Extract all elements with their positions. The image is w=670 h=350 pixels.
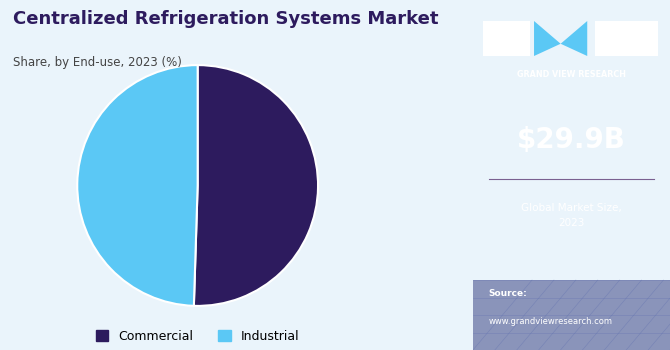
Text: Centralized Refrigeration Systems Market: Centralized Refrigeration Systems Market	[13, 10, 439, 28]
Text: Source:: Source:	[488, 289, 527, 299]
FancyBboxPatch shape	[473, 280, 670, 350]
FancyBboxPatch shape	[595, 21, 658, 56]
Polygon shape	[534, 21, 561, 56]
Wedge shape	[77, 65, 198, 306]
Text: $29.9B: $29.9B	[517, 126, 626, 154]
FancyBboxPatch shape	[483, 21, 530, 56]
Wedge shape	[194, 65, 318, 306]
Text: GRAND VIEW RESEARCH: GRAND VIEW RESEARCH	[517, 70, 626, 79]
Text: www.grandviewresearch.com: www.grandviewresearch.com	[488, 317, 612, 327]
Legend: Commercial, Industrial: Commercial, Industrial	[91, 325, 304, 348]
Polygon shape	[561, 21, 587, 56]
Text: Global Market Size,
2023: Global Market Size, 2023	[521, 203, 622, 228]
Text: Share, by End-use, 2023 (%): Share, by End-use, 2023 (%)	[13, 56, 182, 69]
